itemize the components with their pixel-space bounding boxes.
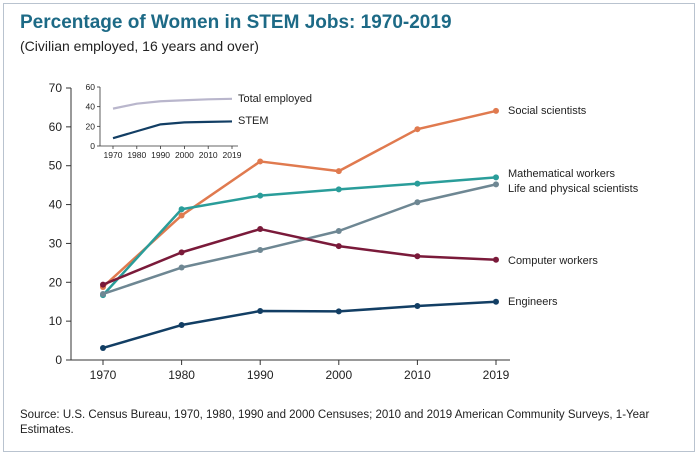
inset-x-tick-label: 1980 [127, 150, 146, 160]
data-point-engineers [257, 308, 264, 315]
data-point-life-and-physical-scientists [335, 227, 342, 234]
data-point-social-scientists [414, 126, 421, 133]
inset-series-label-total-employed: Total employed [238, 93, 312, 105]
x-tick-label: 1970 [90, 368, 117, 382]
data-point-computer-workers [257, 226, 264, 233]
inset-x-tick-label: 1970 [104, 150, 123, 160]
x-tick-label: 2019 [483, 368, 510, 382]
data-point-mathematical-workers [335, 186, 342, 193]
data-point-social-scientists [493, 107, 499, 114]
inset-y-tick-label: 0 [90, 141, 95, 151]
series-label-social-scientists: Social scientists [508, 105, 587, 117]
series-line-social-scientists [102, 109, 497, 288]
series-line-engineers [102, 300, 497, 350]
series-line-life-and-physical-scientists [102, 183, 497, 296]
series-label-engineers: Engineers [508, 296, 558, 308]
data-point-engineers [414, 302, 421, 309]
chart-subtitle: (Civilian employed, 16 years and over) [20, 38, 259, 54]
data-point-life-and-physical-scientists [414, 199, 421, 206]
data-point-social-scientists [257, 158, 264, 165]
inset-x-tick-label: 2010 [199, 150, 218, 160]
data-point-social-scientists [178, 212, 185, 219]
data-point-computer-workers [100, 281, 106, 288]
series-label-mathematical-workers: Mathematical workers [508, 168, 615, 180]
inset-series-label-stem: STEM [238, 115, 269, 127]
inset-x-tick-label: 1990 [151, 150, 170, 160]
y-tick-label: 40 [49, 198, 63, 212]
inset-series-line-total-employed [112, 97, 233, 110]
x-tick-label: 2000 [325, 368, 352, 382]
series-line-mathematical-workers [102, 176, 497, 296]
data-point-computer-workers [414, 253, 421, 260]
series-line-computer-workers [102, 227, 497, 286]
y-tick-label: 0 [55, 353, 62, 367]
data-point-engineers [335, 308, 342, 315]
series-label-life-and-physical-scientists: Life and physical scientists [508, 183, 639, 195]
data-point-mathematical-workers [493, 174, 499, 181]
data-point-life-and-physical-scientists [493, 181, 499, 188]
data-point-mathematical-workers [414, 180, 421, 187]
inset-y-tick-label: 20 [86, 121, 96, 131]
y-tick-label: 70 [49, 81, 63, 95]
data-point-engineers [100, 344, 106, 351]
chart-title: Percentage of Women in STEM Jobs: 1970-2… [20, 12, 452, 33]
x-tick-label: 2010 [404, 368, 431, 382]
data-point-life-and-physical-scientists [257, 247, 264, 254]
inset-x-tick-label: 2000 [175, 150, 194, 160]
y-tick-label: 60 [49, 120, 63, 134]
x-tick-label: 1980 [168, 368, 195, 382]
data-point-life-and-physical-scientists [178, 264, 185, 271]
data-point-social-scientists [335, 168, 342, 175]
y-tick-label: 50 [49, 159, 63, 173]
y-tick-label: 20 [49, 275, 63, 289]
series-label-computer-workers: Computer workers [508, 255, 598, 267]
y-tick-label: 30 [49, 236, 63, 250]
data-point-mathematical-workers [257, 192, 264, 199]
y-tick-label: 10 [49, 314, 63, 328]
x-tick-label: 1990 [247, 368, 274, 382]
inset-y-tick-label: 60 [86, 82, 96, 92]
data-point-life-and-physical-scientists [100, 290, 106, 297]
source-note: Source: U.S. Census Bureau, 1970, 1980, … [20, 409, 650, 436]
data-point-computer-workers [493, 256, 499, 263]
data-point-mathematical-workers [178, 206, 185, 213]
data-point-computer-workers [335, 243, 342, 250]
inset-y-tick-label: 40 [86, 102, 96, 112]
inset-x-tick-label: 2019 [223, 150, 242, 160]
data-point-computer-workers [178, 249, 185, 256]
inset-series-line-stem [112, 120, 233, 140]
data-point-engineers [493, 298, 499, 305]
data-point-engineers [178, 322, 185, 329]
